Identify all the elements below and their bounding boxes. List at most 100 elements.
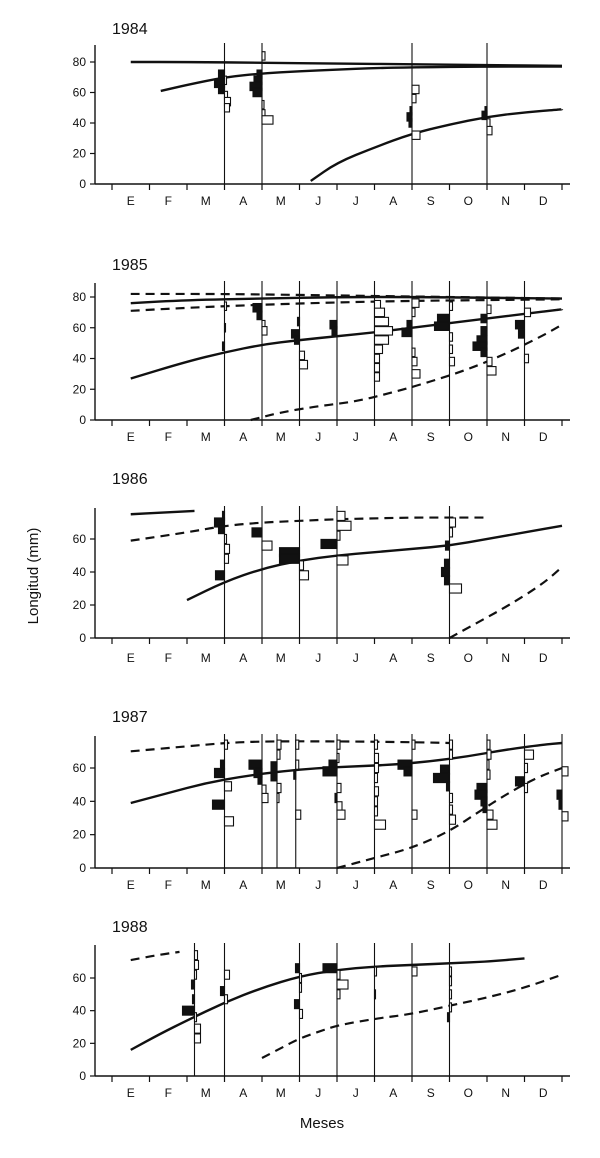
histogram-bar-filled (191, 994, 196, 1005)
length-histogram (211, 739, 235, 827)
y-tick-label: 80 (73, 290, 87, 304)
month-label: N (501, 1086, 510, 1100)
panel-title: 1985 (112, 257, 148, 274)
growth-curve-solid (130, 60, 563, 68)
histogram-bar-open (336, 809, 346, 820)
length-histogram (474, 739, 498, 830)
histogram-bar-open (411, 356, 418, 367)
histogram-bar-open (523, 762, 529, 774)
length-histogram (373, 739, 387, 830)
month-label: M (276, 651, 286, 665)
y-tick-label: 80 (73, 55, 87, 69)
histogram-bar-open (486, 749, 492, 760)
histogram-bar-filled (514, 776, 526, 787)
month-label: N (501, 194, 510, 208)
length-histogram (411, 966, 418, 977)
length-histogram (249, 51, 274, 125)
histogram-bar-filled (320, 538, 338, 550)
month-label: O (464, 1086, 473, 1100)
month-label: J (315, 1086, 321, 1100)
histogram-bar-open (193, 1012, 198, 1023)
histogram-bar-open (193, 969, 198, 980)
histogram-bar-filled (296, 316, 301, 327)
y-tick-label: 0 (79, 631, 86, 645)
histogram-bar-open (486, 125, 493, 136)
histogram-bar-filled (252, 87, 263, 98)
month-label: E (127, 651, 135, 665)
y-tick-label: 20 (73, 1036, 87, 1050)
length-histogram (440, 517, 463, 594)
histogram-bar-filled (446, 1012, 451, 1023)
histogram-bar-open (523, 353, 530, 364)
histogram-bar-open (373, 772, 379, 784)
histogram-bar-open (223, 994, 229, 1005)
month-label: J (353, 878, 359, 892)
length-histogram (213, 510, 231, 581)
histogram-bar-open (261, 99, 265, 110)
month-label: D (539, 194, 548, 208)
growth-curve-dashed (130, 516, 487, 542)
histogram-bar-open (223, 301, 228, 312)
histogram-bar-open (295, 759, 300, 770)
month-label: A (389, 430, 397, 444)
histogram-bar-filled (256, 310, 263, 321)
histogram-bar-filled (482, 802, 488, 814)
histogram-bar-open (223, 969, 231, 980)
histogram-bar-open (336, 739, 341, 750)
panel-1987: 1987 0 20 40 60 E F M A M J J A S O N D (73, 709, 570, 892)
histogram-bar-open (223, 816, 235, 827)
month-label: N (501, 878, 510, 892)
growth-curve-dashed (130, 298, 563, 312)
y-tick-label: 0 (79, 413, 86, 427)
histogram-bar-open (448, 804, 454, 815)
histogram-bar-open (298, 359, 309, 370)
panel-1986: 1986 0 20 40 60 E F M A M J J A S O N D (73, 471, 570, 665)
histogram-bar-filled (214, 570, 226, 581)
histogram-bar-open (373, 335, 390, 345)
histogram-bar-open (373, 344, 384, 355)
growth-curve-solid (310, 108, 563, 182)
histogram-bar-open (298, 972, 303, 984)
month-label: J (315, 651, 321, 665)
length-histogram (320, 510, 352, 566)
length-histogram (406, 84, 421, 140)
histogram-bar-filled (444, 540, 451, 551)
histogram-bar-open (411, 347, 416, 358)
histogram-bar-filled (481, 110, 488, 121)
month-label: E (127, 1086, 135, 1100)
histogram-bar-open (486, 809, 494, 820)
month-label: J (353, 194, 359, 208)
histogram-bar-filled (294, 963, 301, 974)
histogram-bar-open (523, 749, 535, 760)
y-tick-label: 60 (73, 971, 87, 985)
histogram-bar-open (336, 969, 341, 980)
histogram-bar-filled (270, 761, 278, 772)
length-histogram (290, 316, 309, 370)
month-label: F (165, 430, 172, 444)
month-label: M (201, 430, 211, 444)
histogram-bar-open (276, 749, 281, 760)
histogram-bar-open (373, 806, 379, 817)
x-axis-title: Meses (300, 1115, 344, 1132)
length-histogram (556, 766, 569, 822)
histogram-bar-filled (472, 341, 488, 351)
y-tick-label: 0 (79, 861, 86, 875)
length-histogram (472, 304, 497, 376)
length-histogram (270, 739, 282, 804)
histogram-bar-filled (322, 963, 338, 974)
histogram-bar-filled (257, 774, 263, 785)
growth-curve-dashed (336, 766, 563, 870)
histogram-bar-open (295, 809, 302, 820)
histogram-bar-filled (401, 327, 413, 338)
histogram-bar-open (373, 362, 381, 373)
length-histogram (373, 966, 378, 1000)
histogram-bar-open (336, 979, 349, 990)
histogram-bar-open (448, 356, 456, 367)
histogram-bar-open (411, 809, 418, 820)
growth-curve-dashed (261, 973, 563, 1060)
histogram-bar-filled (480, 326, 488, 336)
month-label: M (276, 430, 286, 444)
histogram-bar-filled (517, 329, 526, 339)
histogram-bar-filled (278, 553, 301, 564)
